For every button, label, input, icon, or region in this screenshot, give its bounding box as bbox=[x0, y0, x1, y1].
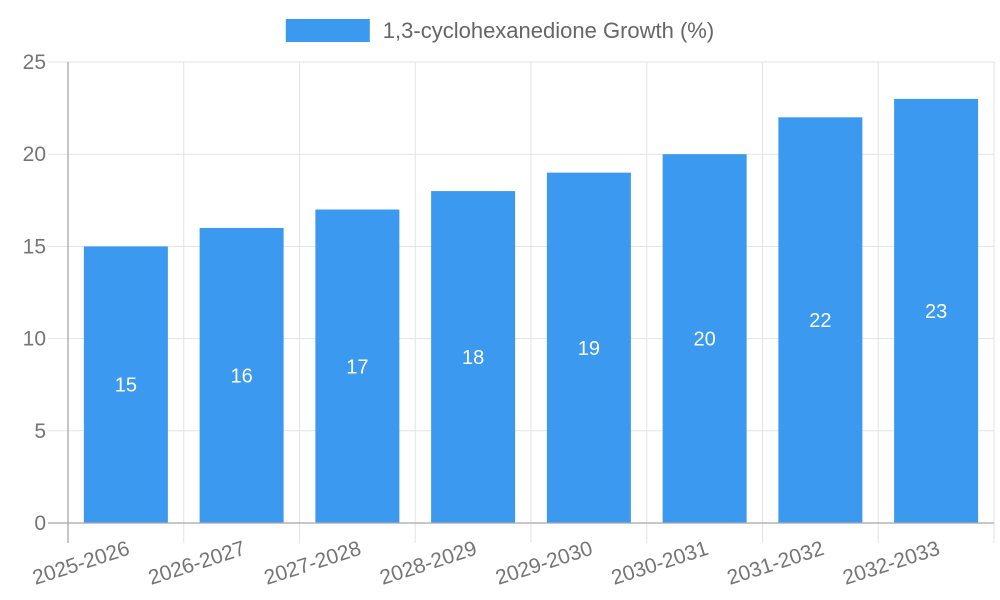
bar-2028-2029[interactable] bbox=[431, 191, 516, 523]
y-tick-label: 25 bbox=[23, 51, 46, 74]
bar-2025-2026[interactable] bbox=[83, 246, 168, 523]
bar-value-label: 19 bbox=[578, 338, 600, 360]
y-tick-label: 10 bbox=[23, 328, 46, 351]
bar-2026-2027[interactable] bbox=[199, 227, 284, 523]
x-tick-label: 2031-2032 bbox=[724, 537, 827, 590]
legend-swatch bbox=[285, 19, 370, 42]
y-tick-label: 20 bbox=[23, 143, 46, 166]
bar-2030-2031[interactable] bbox=[662, 154, 747, 523]
bar-value-label: 16 bbox=[231, 365, 253, 387]
y-tick-label: 15 bbox=[23, 235, 46, 258]
bar-2027-2028[interactable] bbox=[315, 209, 400, 523]
bar-value-label: 15 bbox=[115, 375, 137, 397]
x-tick-label: 2032-2033 bbox=[840, 537, 943, 590]
bar-value-label: 23 bbox=[925, 301, 947, 323]
bar-2031-2032[interactable] bbox=[778, 117, 863, 523]
legend[interactable]: 1,3-cyclohexanedione Growth (%) bbox=[285, 18, 715, 43]
bar-value-label: 22 bbox=[809, 310, 831, 332]
bar-value-label: 17 bbox=[346, 356, 368, 378]
y-tick-label: 0 bbox=[34, 512, 46, 535]
bar-2032-2033[interactable] bbox=[894, 98, 979, 523]
x-tick-label: 2026-2027 bbox=[146, 537, 249, 590]
y-tick-label: 5 bbox=[34, 420, 46, 443]
bar-value-label: 18 bbox=[462, 347, 484, 369]
legend-label: 1,3-cyclohexanedione Growth (%) bbox=[382, 18, 715, 43]
bar-2029-2030[interactable] bbox=[546, 172, 631, 523]
x-tick-label: 2030-2031 bbox=[609, 537, 712, 590]
bar-value-label: 20 bbox=[694, 329, 716, 351]
x-tick-label: 2029-2030 bbox=[493, 537, 596, 590]
x-tick-label: 2025-2026 bbox=[30, 537, 133, 590]
x-tick-label: 2028-2029 bbox=[377, 537, 480, 590]
x-tick-label: 2027-2028 bbox=[261, 537, 364, 590]
